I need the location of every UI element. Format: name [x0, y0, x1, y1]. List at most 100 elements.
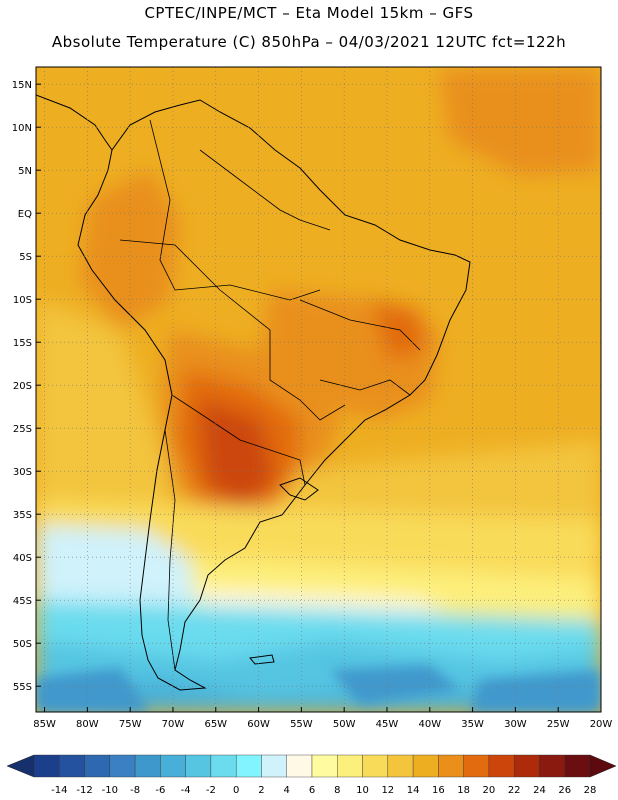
colorbar-label: 18: [457, 785, 470, 796]
field-20-22-east-brazil: [370, 300, 425, 360]
colorbar-left-arrow: [6, 754, 35, 778]
colorbar-swatch: [134, 754, 161, 778]
field-14-16-pacific: [36, 300, 170, 560]
colorbar-label: 22: [508, 785, 521, 796]
country-borders: [119, 119, 421, 671]
lat-tick-label: 20S: [13, 381, 32, 392]
colorbar-swatch: [438, 754, 464, 778]
colorbar-swatch: [513, 754, 540, 778]
field-18-20-andes-north: [80, 170, 180, 330]
colorbar-label: -4: [181, 785, 191, 796]
colorbar: -14 -12 -10 -8 -6 -4 -2 0 2 4 6 8 10 12 14 16 18 20 22 24 26…: [6, 754, 617, 796]
border-argentina-paraguay: [171, 394, 306, 486]
field-m6-m4-south-atlantic: [330, 665, 460, 705]
colorbar-swatch: [463, 754, 490, 778]
rio-de-la-plata: [279, 477, 319, 501]
lat-tick-label: 50S: [13, 639, 32, 650]
colorbar-swatch: [235, 754, 262, 778]
central-america-coastline: [36, 94, 113, 151]
colorbar-label: 14: [407, 785, 420, 796]
colorbar-label: 20: [483, 785, 496, 796]
chart-title-line2: Absolute Temperature (C) 850hPa – 04/03/…: [51, 33, 567, 51]
colorbar-label: 6: [309, 785, 315, 796]
field-22-24-core: [200, 400, 275, 510]
colorbar-label: -12: [76, 785, 92, 796]
coastlines: [36, 94, 471, 691]
lat-tick-label: 5S: [19, 252, 32, 263]
field-18-20-north-atlantic: [440, 70, 600, 175]
colorbar-label: 10: [356, 785, 369, 796]
longitude-labels: 85W 80W 75W 70W 65W 60W 55W 50W 45W 40W 35W 30W 25W 2…: [33, 707, 612, 730]
colorbar-label: 16: [432, 785, 445, 796]
border-peru-bolivia-brazil: [119, 239, 346, 421]
south-america-coastline: [77, 99, 471, 691]
lon-tick-label: 65W: [204, 719, 227, 730]
lat-tick-label: 55S: [13, 682, 32, 693]
lat-tick-label: 45S: [13, 596, 32, 607]
colorbar-label: -14: [51, 785, 67, 796]
lon-tick-label: 55W: [290, 719, 313, 730]
lat-tick-label: 15S: [13, 338, 32, 349]
colorbar-swatch: [564, 754, 591, 778]
colorbar-label: 8: [334, 785, 340, 796]
colorbar-swatch: [160, 754, 186, 778]
lon-tick-label: 30W: [504, 719, 527, 730]
colorbar-swatch: [311, 754, 338, 778]
lon-tick-label: 50W: [333, 719, 356, 730]
lon-tick-label: 75W: [119, 719, 142, 730]
border-brazil-states-1: [299, 299, 421, 351]
colorbar-swatch: [59, 754, 85, 778]
colorbar-label: 0: [233, 785, 239, 796]
border-guianas: [199, 149, 331, 231]
colorbar-label: 2: [258, 785, 264, 796]
lon-tick-label: 80W: [76, 719, 99, 730]
lon-tick-label: 60W: [247, 719, 270, 730]
lat-tick-label: 40S: [13, 553, 32, 564]
colorbar-label: -10: [102, 785, 118, 796]
colorbar-swatch: [261, 754, 287, 778]
colorbar-label: -6: [155, 785, 165, 796]
colorbar-label: 28: [584, 785, 597, 796]
colorbar-label: 26: [558, 785, 571, 796]
lat-tick-label: 35S: [13, 510, 32, 521]
colorbar-label: -2: [206, 785, 216, 796]
colorbar-swatch: [210, 754, 237, 778]
falkland-islands: [249, 654, 275, 665]
colorbar-swatch: [33, 754, 60, 778]
colorbar-label: 4: [284, 785, 290, 796]
lat-tick-label: 10S: [13, 295, 32, 306]
lon-tick-label: 20W: [590, 719, 613, 730]
chart-title-line1: CPTEC/INPE/MCT – Eta Model 15km – GFS: [144, 4, 474, 22]
colorbar-swatch: [337, 754, 363, 778]
lat-tick-label: EQ: [18, 209, 32, 220]
colorbar-swatch: [412, 754, 439, 778]
colorbar-swatch: [84, 754, 111, 778]
lat-tick-label: 5N: [18, 166, 32, 177]
colorbar-swatch: [286, 754, 313, 778]
lon-tick-label: 35W: [461, 719, 484, 730]
latitude-labels: 15N 10N 5N EQ 5S 10S 15S 20S 25S 30S 35S 40S 45S 50S 5…: [12, 80, 41, 693]
lon-tick-label: 85W: [33, 719, 56, 730]
border-colombia-venezuela-brazil: [149, 119, 321, 301]
colorbar-label: 24: [533, 785, 546, 796]
colorbar-swatch: [109, 754, 136, 778]
lon-tick-label: 70W: [162, 719, 185, 730]
colorbar-swatch: [539, 754, 565, 778]
colorbar-right-arrow: [589, 754, 617, 778]
lat-tick-label: 25S: [13, 424, 32, 435]
field-m6-m4-southeast: [470, 670, 601, 712]
field-m6-m4-southwest: [36, 668, 150, 712]
border-chile-argentina: [164, 429, 176, 671]
colorbar-label: -8: [130, 785, 140, 796]
colorbar-swatch: [387, 754, 414, 778]
map-frame: [35, 66, 602, 713]
colorbar-swatch: [185, 754, 212, 778]
lat-tick-label: 30S: [13, 467, 32, 478]
lat-tick-label: 10N: [12, 123, 32, 134]
lon-tick-label: 40W: [418, 719, 441, 730]
colorbar-swatch: [488, 754, 515, 778]
colorbar-label: 12: [381, 785, 394, 796]
lon-tick-label: 45W: [376, 719, 399, 730]
colorbar-swatch: [362, 754, 389, 778]
